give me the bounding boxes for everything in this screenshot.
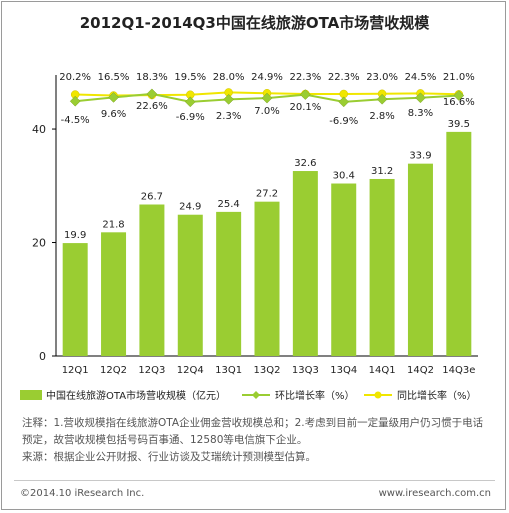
mom-growth-marker [146, 88, 158, 100]
legend-bar-label: 中国在线旅游OTA市场营收规模（亿元） [46, 389, 226, 402]
bar-value-label: 27.2 [256, 189, 278, 200]
legend-mom-label: 环比增长率（%） [275, 389, 355, 402]
mom-growth-marker [376, 93, 388, 105]
legend-yoy-marker [374, 391, 382, 399]
mom-growth-marker [415, 92, 426, 104]
mom-value-label: 2.8% [369, 111, 394, 122]
revenue-bar [177, 214, 203, 356]
revenue-bar [216, 211, 242, 356]
yoy-value-label: 24.5% [405, 72, 437, 83]
mom-value-label: 22.6% [136, 101, 168, 112]
mom-growth-marker [300, 89, 311, 100]
x-tick-label: 14Q2 [407, 365, 434, 376]
revenue-bar [446, 131, 472, 356]
mom-value-label: -4.5% [61, 115, 90, 126]
revenue-bar [62, 243, 88, 356]
chart-title: 2012Q1-2014Q3中国在线旅游OTA市场营收规模 [79, 14, 430, 32]
mom-value-label: -6.9% [329, 116, 358, 127]
bar-value-label: 19.9 [64, 230, 86, 241]
x-tick-label: 12Q1 [62, 365, 89, 376]
bar-value-label: 24.9 [179, 202, 201, 213]
bar-value-label: 21.8 [102, 219, 124, 230]
mom-value-label: 9.6% [101, 109, 126, 120]
x-tick-label: 14Q3e [442, 365, 475, 376]
mom-growth-marker [108, 92, 119, 103]
bar-value-label: 32.6 [294, 158, 316, 169]
footer-divider [14, 480, 495, 481]
website-text: www.iresearch.com.cn [378, 488, 491, 499]
y-tick-label: 20 [32, 237, 46, 250]
mom-growth-marker [453, 90, 465, 101]
copyright-text: ©2014.10 iResearch Inc. [20, 488, 145, 499]
bar-value-label: 30.4 [333, 171, 355, 182]
y-tick-label: 40 [32, 123, 46, 136]
mom-growth-marker [223, 94, 234, 105]
mom-growth-marker [69, 95, 81, 107]
revenue-bar [407, 163, 433, 356]
note-line-1: 注释：1.营收规模指在线旅游OTA企业佣金营收规模总和；2.考虑到目前一定量级用… [22, 417, 484, 429]
bar-value-label: 33.9 [409, 151, 431, 162]
x-tick-label: 13Q3 [292, 365, 319, 376]
revenue-bar [101, 232, 127, 356]
mom-growth-marker [261, 92, 273, 104]
x-tick-label: 13Q2 [254, 365, 281, 376]
revenue-bar [254, 201, 280, 356]
chart-notes: 注释：1.营收规模指在线旅游OTA企业佣金营收规模总和；2.考虑到目前一定量级用… [22, 415, 492, 466]
bar-value-label: 31.2 [371, 166, 393, 177]
mom-growth-marker [184, 96, 196, 108]
bar-value-label: 25.4 [218, 199, 240, 210]
mom-value-label: 16.6% [443, 97, 475, 108]
mom-value-label: 20.1% [289, 102, 321, 113]
bar-value-label: 39.5 [448, 119, 470, 130]
yoy-value-label: 23.0% [366, 72, 398, 83]
yoy-value-label: 24.9% [251, 72, 283, 83]
bar-value-label: 26.7 [141, 192, 163, 203]
yoy-value-label: 28.0% [213, 72, 245, 83]
mom-value-label: 7.0% [254, 106, 279, 117]
yoy-value-label: 16.5% [98, 72, 130, 83]
mom-value-label: -6.9% [176, 112, 205, 123]
legend-yoy-label: 同比增长率（%） [397, 389, 477, 402]
mom-value-label: 2.3% [216, 111, 241, 122]
mom-value-label: 8.3% [408, 108, 433, 119]
x-tick-label: 12Q3 [138, 365, 165, 376]
yoy-value-label: 22.3% [328, 72, 360, 83]
y-tick-label: 0 [39, 350, 46, 363]
yoy-value-label: 19.5% [174, 72, 206, 83]
note-line-2: 预定，故营收规模包括号码百事通、12580等电信旗下企业。 [22, 434, 308, 446]
yoy-value-label: 20.2% [59, 72, 91, 83]
yoy-value-label: 18.3% [136, 72, 168, 83]
x-tick-label: 13Q1 [215, 365, 242, 376]
mom-growth-marker [338, 96, 350, 108]
revenue-bar [139, 204, 165, 356]
legend-mom-marker [252, 391, 260, 399]
x-tick-label: 12Q2 [100, 365, 127, 376]
yoy-value-label: 22.3% [289, 72, 321, 83]
note-line-3: 来源：根据企业公开财报、行业访谈及艾瑞统计预测模型估算。 [22, 451, 316, 463]
x-tick-label: 14Q1 [369, 365, 396, 376]
revenue-bar [369, 178, 395, 356]
yoy-value-label: 21.0% [443, 72, 475, 83]
x-tick-label: 13Q4 [330, 365, 357, 376]
revenue-bar [331, 183, 357, 356]
x-tick-label: 12Q4 [177, 365, 204, 376]
ota-revenue-chart: 0 20 40 19.9 12Q1 21.8 12Q2 26.7 12Q3 24.9 12Q4 25.… [20, 72, 478, 402]
revenue-bar [292, 171, 318, 356]
legend-bar-swatch [20, 390, 42, 400]
